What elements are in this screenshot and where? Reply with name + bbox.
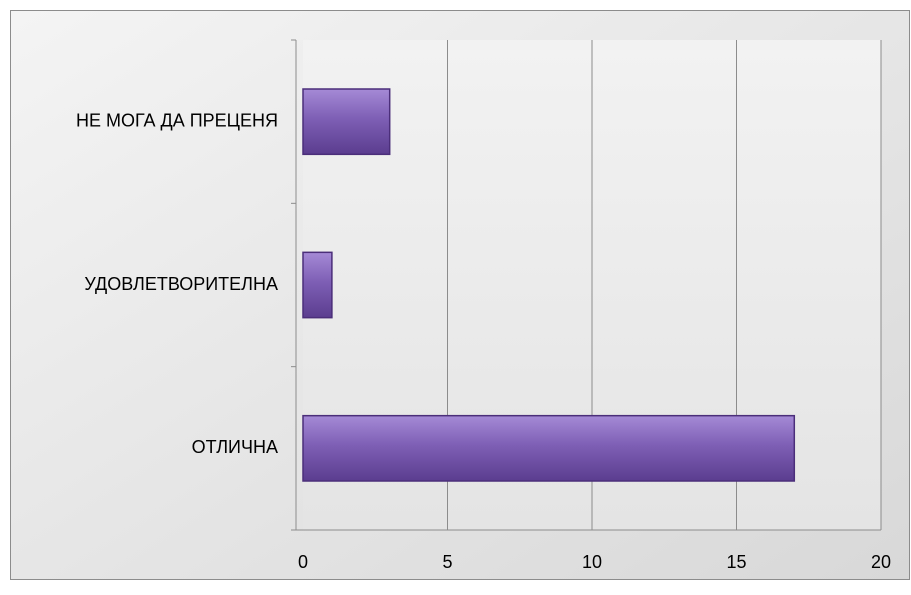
bar bbox=[302, 414, 796, 482]
x-tick-label: 10 bbox=[582, 552, 602, 572]
x-tick-label: 0 bbox=[298, 552, 308, 572]
y-tick-label: ОТЛИЧНА bbox=[192, 437, 278, 457]
x-tick-label: 20 bbox=[871, 552, 891, 572]
bar bbox=[302, 251, 333, 319]
x-tick-label: 5 bbox=[442, 552, 452, 572]
y-tick-label: УДОВЛЕТВОРИТЕЛНА bbox=[84, 274, 278, 294]
bar bbox=[302, 88, 391, 156]
y-tick-label: НЕ МОГА ДА ПРЕЦЕНЯ bbox=[76, 110, 278, 130]
x-tick-label: 15 bbox=[726, 552, 746, 572]
